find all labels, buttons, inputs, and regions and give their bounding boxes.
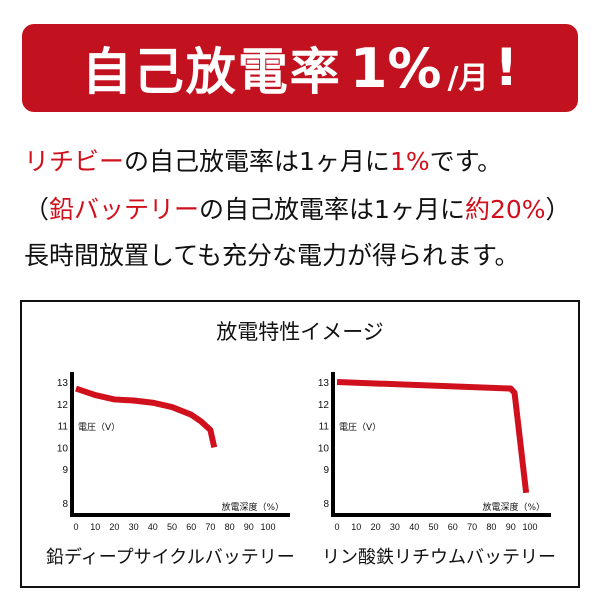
- x-tick-label: 60: [448, 522, 458, 532]
- highlight-text: 鉛バッテリー: [49, 195, 200, 224]
- discharge-curve: [336, 379, 530, 494]
- x-axis-label: 放電深度（%）: [482, 501, 545, 513]
- body-text: の自己放電率は1ヶ月に: [124, 147, 390, 176]
- chart-section-title: 放電特性イメージ: [216, 320, 384, 344]
- x-tick-label: 60: [186, 522, 196, 532]
- y-tick-label: 8: [323, 499, 329, 510]
- banner-percent: 1%: [349, 36, 442, 100]
- x-tick-label: 80: [225, 522, 235, 532]
- body-text: です。: [429, 147, 503, 176]
- y-tick-label: 10: [57, 443, 69, 454]
- x-tick-label: 10: [351, 522, 361, 532]
- x-tick-label: 0: [73, 522, 78, 532]
- chart-frame: [20, 300, 580, 588]
- highlight-text: 1%: [389, 147, 430, 176]
- y-tick-label: 11: [319, 422, 330, 433]
- body-text: 長時間放置しても充分な電力が得られます。: [24, 241, 520, 270]
- banner-unit: /月: [447, 61, 489, 96]
- y-tick-label: 11: [58, 422, 69, 433]
- x-tick-label: 40: [148, 522, 158, 532]
- x-tick-label: 70: [205, 522, 215, 532]
- y-axis-label: 電圧（V）: [339, 422, 381, 433]
- body-text: ）: [545, 195, 571, 224]
- x-tick-label: 0: [334, 522, 339, 532]
- x-tick-label: 10: [90, 522, 100, 532]
- banner-exclamation: !: [494, 38, 519, 98]
- x-tick-label: 50: [167, 522, 177, 532]
- body-text: の自己放電率は1ヶ月に: [199, 195, 465, 224]
- y-tick-label: 9: [323, 465, 329, 476]
- x-tick-label: 20: [371, 522, 381, 532]
- y-tick-label: 13: [57, 378, 69, 389]
- highlight-text: 約20%: [464, 195, 546, 224]
- x-tick-label: 20: [109, 522, 119, 532]
- x-axis-label: 放電深度（%）: [221, 501, 284, 513]
- body-line: リチビーの自己放電率は1ヶ月に1%です。: [24, 142, 502, 178]
- x-tick-label: 40: [409, 522, 419, 532]
- x-tick-label: 90: [244, 522, 254, 532]
- y-tick-label: 13: [318, 378, 330, 389]
- y-tick-label: 10: [318, 443, 330, 454]
- banner-main: 自己放電率: [81, 43, 342, 101]
- x-tick-label: 100: [522, 522, 537, 532]
- body-line: 長時間放置しても充分な電力が得られます。: [24, 236, 520, 272]
- x-tick-label: 100: [260, 522, 275, 532]
- body-line: （鉛バッテリーの自己放電率は1ヶ月に約20%）: [24, 190, 571, 226]
- x-tick-label: 50: [428, 522, 438, 532]
- x-tick-label: 30: [390, 522, 400, 532]
- headline-banner: 自己放電率 1% /月 !: [22, 24, 578, 112]
- y-tick-label: 9: [62, 465, 68, 476]
- y-tick-label: 8: [62, 499, 68, 510]
- x-tick-label: 70: [467, 522, 477, 532]
- x-tick-label: 90: [506, 522, 516, 532]
- discharge-curve: [75, 385, 218, 449]
- y-tick-label: 12: [318, 400, 330, 411]
- body-text: （: [24, 195, 50, 224]
- x-tick-label: 30: [129, 522, 139, 532]
- y-axis-label: 電圧（V）: [78, 422, 120, 433]
- highlight-text: リチビー: [24, 147, 125, 176]
- chart-caption-lead: 鉛ディープサイクルバッテリー: [46, 547, 295, 568]
- x-tick-label: 80: [486, 522, 496, 532]
- chart-caption-lithium: リン酸鉄リチウムバッテリー: [322, 547, 556, 568]
- y-tick-label: 12: [57, 400, 69, 411]
